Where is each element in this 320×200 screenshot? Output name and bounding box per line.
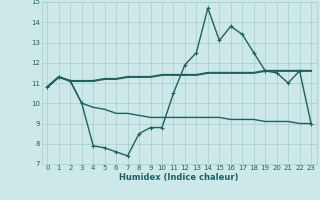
X-axis label: Humidex (Indice chaleur): Humidex (Indice chaleur) (119, 173, 239, 182)
